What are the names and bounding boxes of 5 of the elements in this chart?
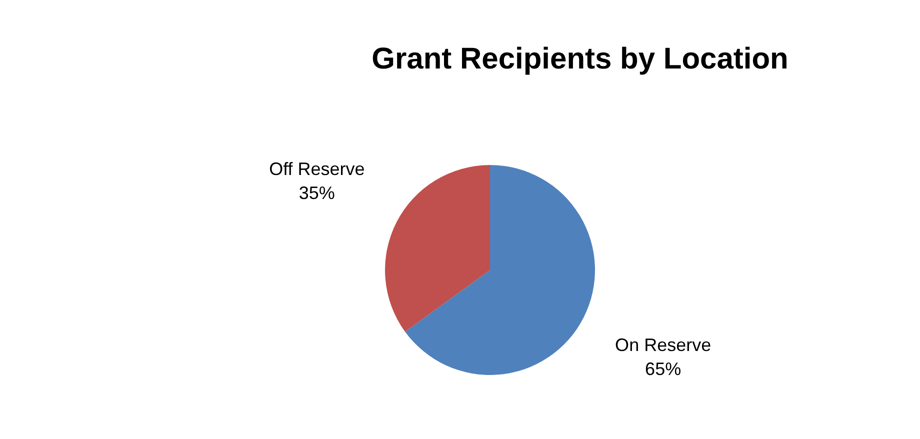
slice-label: On Reserve (615, 335, 712, 356)
chart-title: Grant Recipients by Location (372, 42, 788, 76)
slice-label: Off Reserve (269, 158, 365, 179)
data-label: 35% (298, 182, 335, 203)
data-label: 65% (645, 359, 682, 380)
